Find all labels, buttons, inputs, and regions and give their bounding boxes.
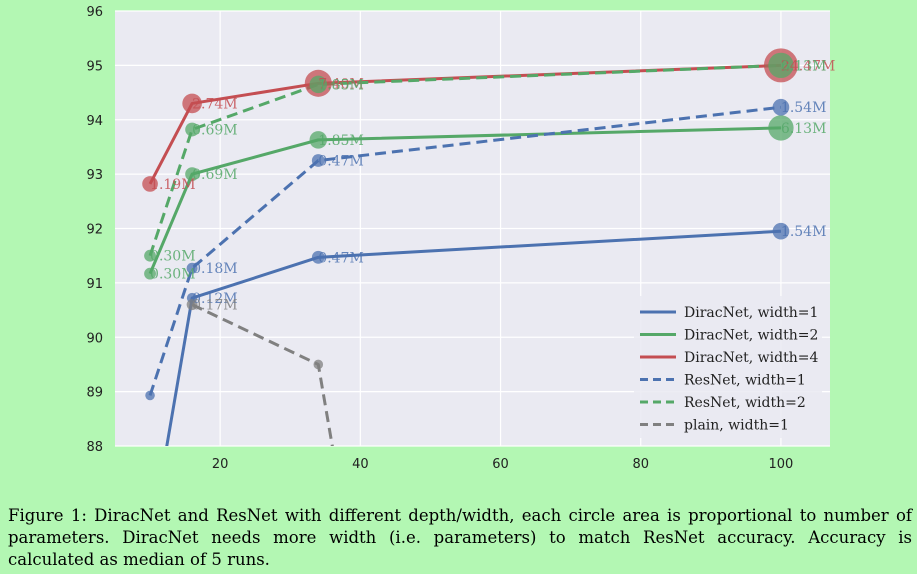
data-point (772, 98, 790, 116)
data-point (311, 250, 325, 264)
y-tick-label: 88 (86, 440, 103, 455)
data-label: 0.30M (150, 249, 196, 265)
y-tick-label: 89 (86, 386, 103, 401)
plot-series (142, 48, 798, 446)
data-point (144, 249, 156, 262)
data-point (313, 359, 324, 370)
y-tick-label: 92 (86, 223, 103, 238)
data-point (772, 222, 790, 240)
series-line (148, 105, 782, 396)
data-point (145, 390, 155, 401)
series-line (148, 63, 781, 257)
data-label: 0.47M (318, 154, 364, 170)
data-label: 0.30M (150, 267, 196, 283)
y-tick-label: 95 (86, 59, 103, 74)
x-tick-label: 40 (352, 457, 369, 472)
x-tick-label: 20 (212, 457, 229, 472)
legend-entry: ResNet, width=2 (684, 395, 806, 411)
legend-entry: DiracNet, width=2 (684, 328, 818, 344)
legend: DiracNet, width=1 DiracNet, width=2 DiracN… (634, 296, 822, 438)
data-label: 1.54M (781, 224, 827, 240)
data-point (185, 122, 200, 137)
data-label: 1.54M (781, 100, 827, 116)
legend-entry: plain, width=1 (684, 418, 789, 434)
data-label: 0.69M (192, 167, 238, 183)
data-point (309, 75, 328, 94)
legend-box (634, 296, 822, 438)
legend-entry: DiracNet, width=1 (684, 305, 818, 321)
data-point (182, 93, 202, 114)
data-label: 1.19M (150, 177, 196, 193)
data-label: 0.47M (318, 250, 364, 266)
y-tick-label: 96 (86, 5, 103, 20)
data-point (144, 267, 156, 280)
data-label: 1.85M (318, 77, 364, 93)
data-label: 1.85M (318, 133, 364, 149)
data-point (186, 262, 198, 274)
figure-caption: Figure 1: DiracNet and ResNet with diffe… (8, 506, 912, 569)
data-point (142, 176, 158, 192)
data-point (186, 299, 198, 311)
data-label: 0.17M (192, 298, 238, 314)
data-label: 6.13M (781, 121, 827, 137)
data-label: 24.47M (781, 58, 835, 74)
data-label: 7.40M (318, 76, 364, 92)
data-point (309, 131, 328, 149)
chart: 20 40 60 80 100 88 89 90 91 92 93 94 95 96 0.12M 0.47M 1… (86, 5, 835, 472)
x-tick-label: 80 (632, 457, 649, 472)
data-label: 6.13M (781, 58, 827, 74)
data-label: 0.69M (192, 123, 238, 139)
data-point (768, 115, 794, 141)
x-tick-label: 100 (769, 457, 794, 472)
y-tick-label: 94 (86, 114, 103, 129)
data-point (311, 154, 325, 167)
data-point (185, 167, 200, 182)
legend-entry: ResNet, width=1 (684, 373, 806, 389)
data-label: 0.12M (192, 291, 238, 307)
legend-entry: DiracNet, width=4 (684, 350, 818, 366)
data-label: 2.74M (192, 96, 238, 112)
data-point (768, 52, 794, 79)
series-line (165, 229, 782, 446)
y-tick-label: 93 (86, 168, 103, 183)
y-tick-label: 90 (86, 331, 103, 346)
x-tick-label: 60 (492, 457, 509, 472)
data-label: 0.18M (192, 261, 238, 277)
y-tick-label: 91 (86, 277, 103, 292)
